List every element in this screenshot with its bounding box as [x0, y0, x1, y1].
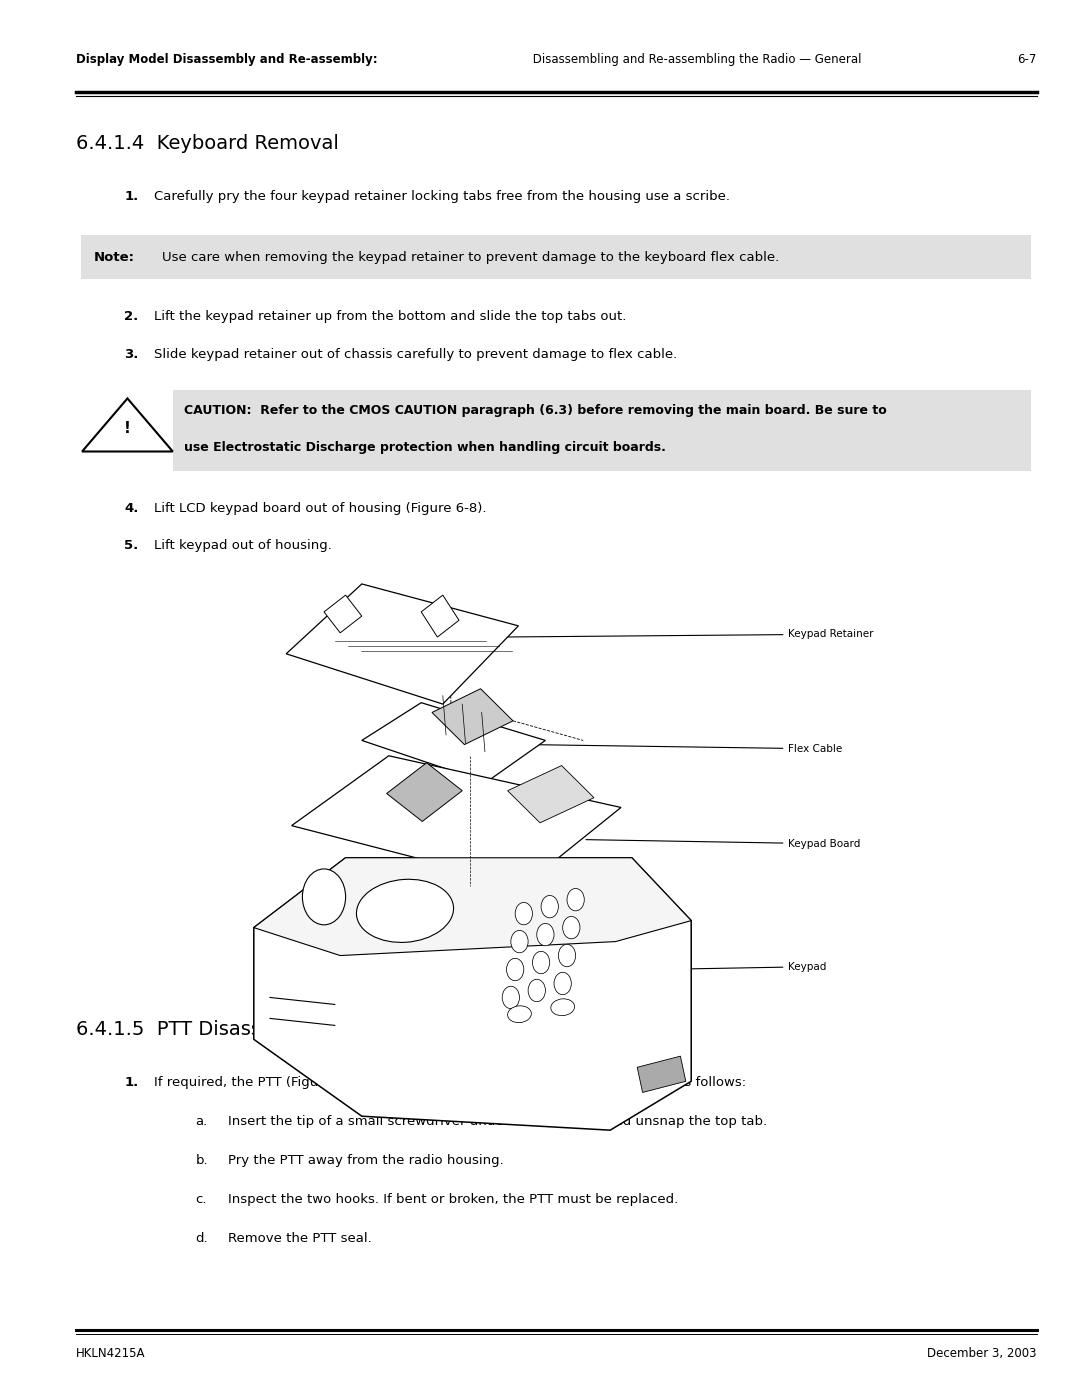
Text: 3.: 3.	[124, 348, 138, 360]
Text: CAUTION:  Refer to the CMOS CAUTION paragraph (6.3) before removing the main boa: CAUTION: Refer to the CMOS CAUTION parag…	[184, 404, 887, 416]
Circle shape	[502, 986, 519, 1009]
Circle shape	[567, 888, 584, 911]
Polygon shape	[292, 756, 621, 886]
Circle shape	[563, 916, 580, 939]
Text: Display Model Disassembly and Re-assembly:: Display Model Disassembly and Re-assembl…	[76, 53, 377, 66]
Text: Disassembling and Re-assembling the Radio — General: Disassembling and Re-assembling the Radi…	[529, 53, 862, 66]
FancyBboxPatch shape	[173, 390, 1031, 471]
Circle shape	[558, 944, 576, 967]
Text: Keypad Board: Keypad Board	[586, 838, 861, 849]
Polygon shape	[387, 763, 462, 821]
Polygon shape	[82, 398, 173, 451]
Circle shape	[515, 902, 532, 925]
Text: 1.: 1.	[124, 1076, 138, 1088]
Text: Lift keypad out of housing.: Lift keypad out of housing.	[154, 539, 333, 552]
Ellipse shape	[356, 879, 454, 943]
Text: HKLN4215A: HKLN4215A	[76, 1347, 145, 1359]
Text: Carefully pry the four keypad retainer locking tabs free from the housing use a : Carefully pry the four keypad retainer l…	[154, 190, 730, 203]
Polygon shape	[421, 595, 459, 637]
Text: 6.4.1.5  PTT Disassembly: 6.4.1.5 PTT Disassembly	[76, 1020, 321, 1039]
Text: 6.4.1.4  Keyboard Removal: 6.4.1.4 Keyboard Removal	[76, 134, 338, 154]
Polygon shape	[324, 595, 362, 633]
Text: 2.: 2.	[124, 310, 138, 323]
Circle shape	[302, 869, 346, 925]
Circle shape	[554, 972, 571, 995]
Text: Use care when removing the keypad retainer to prevent damage to the keyboard fle: Use care when removing the keypad retain…	[162, 250, 780, 264]
Ellipse shape	[551, 999, 575, 1016]
Text: Inspect the two hooks. If bent or broken, the PTT must be replaced.: Inspect the two hooks. If bent or broken…	[228, 1193, 678, 1206]
Polygon shape	[286, 584, 518, 704]
Polygon shape	[637, 1056, 686, 1092]
Text: Keypad: Keypad	[657, 961, 827, 972]
Text: Slide keypad retainer out of chassis carefully to prevent damage to flex cable.: Slide keypad retainer out of chassis car…	[154, 348, 677, 360]
Circle shape	[528, 979, 545, 1002]
Text: Keypad Retainer: Keypad Retainer	[505, 629, 874, 640]
Text: Lift the keypad retainer up from the bottom and slide the top tabs out.: Lift the keypad retainer up from the bot…	[154, 310, 626, 323]
Text: 5.: 5.	[124, 539, 138, 552]
FancyBboxPatch shape	[81, 235, 1031, 279]
Polygon shape	[254, 858, 691, 1130]
Polygon shape	[254, 858, 691, 956]
Text: Insert the tip of a small screwdriver underneath the PTT and unsnap the top tab.: Insert the tip of a small screwdriver un…	[228, 1115, 767, 1127]
Polygon shape	[362, 703, 545, 782]
Text: 6-7: 6-7	[1017, 53, 1037, 66]
Text: d.: d.	[195, 1232, 208, 1245]
Text: Flex Cable: Flex Cable	[532, 743, 842, 754]
Text: Remove the PTT seal.: Remove the PTT seal.	[228, 1232, 372, 1245]
Text: use Electrostatic Discharge protection when handling circuit boards.: use Electrostatic Discharge protection w…	[184, 441, 665, 454]
Text: December 3, 2003: December 3, 2003	[928, 1347, 1037, 1359]
Circle shape	[511, 930, 528, 953]
Text: Note:: Note:	[94, 250, 135, 264]
Text: 4.: 4.	[124, 502, 138, 514]
Circle shape	[537, 923, 554, 946]
Polygon shape	[432, 689, 513, 745]
Text: Lift LCD keypad board out of housing (Figure 6-8).: Lift LCD keypad board out of housing (Fi…	[154, 502, 487, 514]
Text: c.: c.	[195, 1193, 207, 1206]
Circle shape	[541, 895, 558, 918]
Text: a.: a.	[195, 1115, 207, 1127]
Text: Pry the PTT away from the radio housing.: Pry the PTT away from the radio housing.	[228, 1154, 503, 1166]
Text: If required, the PTT (Figure 6-9 can be disassembly using a small screwdriver, a: If required, the PTT (Figure 6-9 can be …	[154, 1076, 746, 1088]
Polygon shape	[508, 766, 594, 823]
Text: 1.: 1.	[124, 190, 138, 203]
Text: b.: b.	[195, 1154, 208, 1166]
Ellipse shape	[508, 1006, 531, 1023]
Text: !: !	[124, 422, 131, 436]
Circle shape	[507, 958, 524, 981]
Text: μ: μ	[406, 983, 415, 997]
Circle shape	[532, 951, 550, 974]
